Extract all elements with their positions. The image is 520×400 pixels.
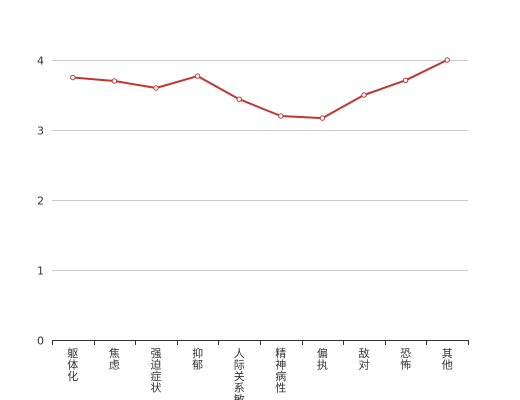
data-point	[194, 73, 201, 79]
series-line	[71, 59, 449, 120]
x-tick-label: 焦虑	[109, 347, 120, 372]
x-tick-label: 躯体化	[67, 347, 78, 383]
data-point	[111, 78, 118, 84]
data-point	[444, 57, 450, 63]
x-tick-label: 恐怖	[400, 347, 411, 372]
data-point	[319, 115, 326, 121]
data-point	[361, 92, 367, 98]
x-tick-label: 精神病性	[275, 347, 286, 395]
y-tick-label: 4	[37, 55, 44, 68]
gridlines	[52, 60, 468, 271]
data-point	[278, 113, 284, 119]
x-axis-tick-labels: 躯体化 焦虑 强迫症状 抑郁 人际关系敏感 精神病性 偏执 敌对 恐怖 其他	[67, 346, 452, 400]
y-tick-label: 3	[37, 125, 44, 138]
x-tick-label: 敌对	[359, 346, 370, 372]
x-tick-label: 抑郁	[192, 346, 203, 372]
axes	[52, 340, 469, 345]
data-point	[153, 85, 159, 91]
data-point	[70, 74, 76, 81]
x-tick-label: 人际关系敏感	[234, 347, 245, 400]
data-point	[236, 96, 242, 102]
y-tick-label: 0	[37, 335, 44, 348]
y-tick-label: 2	[37, 195, 44, 208]
y-axis-tick-labels: 0 1 2 3 4	[37, 55, 44, 348]
y-tick-label: 1	[37, 265, 44, 278]
data-point	[402, 77, 409, 84]
x-tick-label: 其他	[442, 347, 453, 372]
x-tick-label: 偏执	[317, 346, 328, 372]
x-tick-label: 强迫症状	[151, 347, 162, 395]
series	[70, 57, 450, 121]
